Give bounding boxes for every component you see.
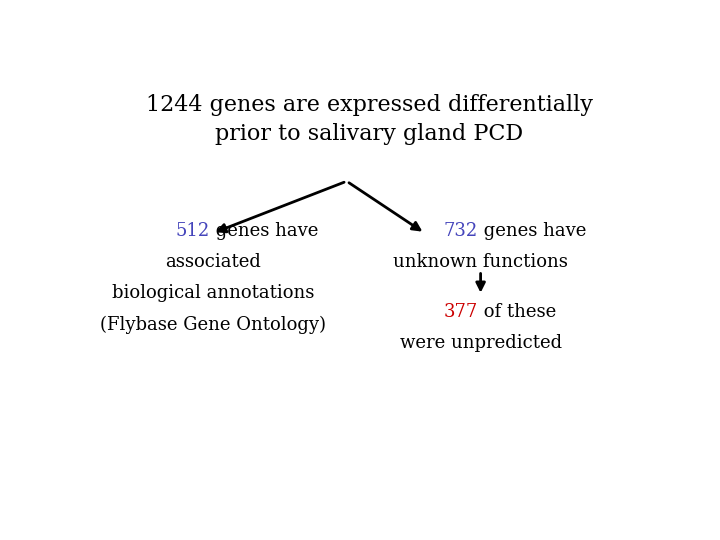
Text: biological annotations: biological annotations xyxy=(112,285,314,302)
Text: genes have: genes have xyxy=(478,222,586,240)
Text: unknown functions: unknown functions xyxy=(393,253,568,271)
Text: 377: 377 xyxy=(444,303,478,321)
Text: genes have: genes have xyxy=(210,222,318,240)
Text: associated: associated xyxy=(165,253,261,271)
Text: 732: 732 xyxy=(444,222,478,240)
Text: 512: 512 xyxy=(176,222,210,240)
Text: 1244 genes are expressed differentially
prior to salivary gland PCD: 1244 genes are expressed differentially … xyxy=(145,94,593,145)
Text: were unpredicted: were unpredicted xyxy=(400,334,562,353)
Text: of these: of these xyxy=(478,303,556,321)
Text: (Flybase Gene Ontology): (Flybase Gene Ontology) xyxy=(100,315,325,334)
